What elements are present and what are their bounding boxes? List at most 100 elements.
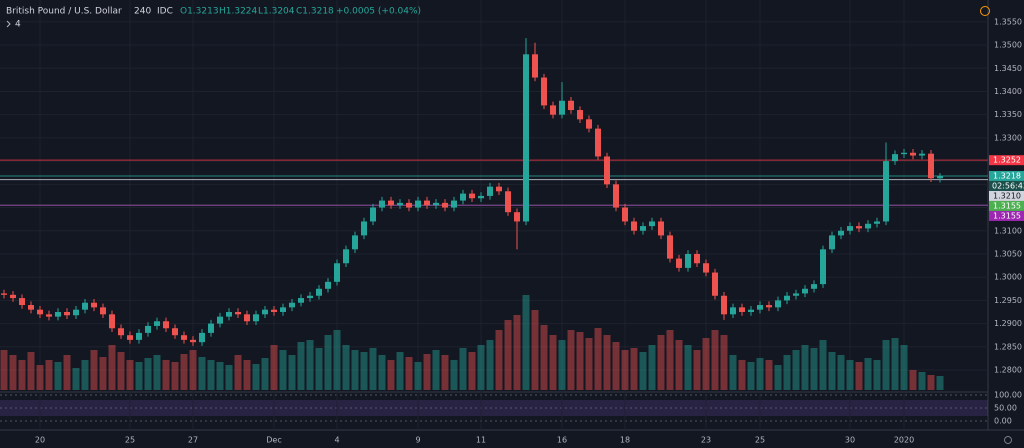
candle-body <box>433 202 439 206</box>
volume-bar <box>729 355 737 390</box>
volume-bar <box>846 360 854 390</box>
volume-bar <box>459 348 467 390</box>
ohlc-high: H1.3224 <box>219 7 258 17</box>
candle-body <box>280 307 286 312</box>
candle-body <box>667 235 673 259</box>
volume-bar <box>810 348 818 390</box>
candle-body <box>676 258 682 268</box>
y-tick-label: 1.3300 <box>994 133 1022 142</box>
volume-bar <box>486 340 494 390</box>
x-tick-label: 16 <box>557 436 567 445</box>
candle-body <box>496 186 502 192</box>
volume-bar <box>315 348 323 390</box>
candle-body <box>352 235 358 250</box>
volume-bar <box>90 350 98 390</box>
ohlc-open: O1.3213 <box>180 7 219 17</box>
symbol[interactable]: British Pound / U.S. Dollar <box>6 7 122 17</box>
candle-body <box>163 321 169 329</box>
y-tick-label: 1.3450 <box>994 64 1022 73</box>
candle-body <box>766 305 772 308</box>
candle-body <box>658 221 664 236</box>
candle-body <box>649 221 655 227</box>
volume-bar <box>351 350 359 390</box>
candle-body <box>568 100 574 111</box>
countdown-tag <box>989 180 1024 191</box>
candle-body <box>64 312 70 316</box>
interval[interactable]: 240 <box>134 7 151 17</box>
candle-body <box>847 226 853 231</box>
volume-bar <box>27 352 35 390</box>
y-tick-label: 1.2900 <box>994 319 1022 328</box>
settings-icon[interactable] <box>1004 436 1012 444</box>
volume-bar <box>765 360 773 390</box>
candle-layer <box>1 38 943 346</box>
volume-bar <box>45 360 53 390</box>
volume-bar <box>837 355 845 390</box>
volume-bar <box>9 355 17 390</box>
candle-body <box>550 105 556 115</box>
candle-body <box>712 272 718 296</box>
volume-bar <box>612 342 620 390</box>
x-tick-label: 18 <box>620 436 630 445</box>
candle-body <box>82 302 88 310</box>
volume-bar <box>468 352 476 390</box>
y-tick-label: 1.3100 <box>994 226 1022 235</box>
candle-body <box>316 288 322 296</box>
volume-bar <box>369 348 377 390</box>
ohlc-low: L1.3204 <box>258 7 295 17</box>
volume-bar <box>918 372 926 390</box>
volume-bar <box>774 365 782 390</box>
candle-body <box>739 307 745 312</box>
volume-bar <box>81 360 89 390</box>
candle-body <box>640 226 646 231</box>
candle-body <box>730 307 736 315</box>
price-tag-label: 1.3252 <box>993 156 1021 165</box>
price-tag-label: 1.3155 <box>993 201 1021 210</box>
candle-body <box>892 154 898 162</box>
candle-body <box>118 328 124 336</box>
candle-body <box>424 200 430 206</box>
y-tick-label: 1.3550 <box>994 17 1022 26</box>
countdown: 02:56:43 <box>992 181 1024 190</box>
volume-bar <box>603 335 611 390</box>
candle-body <box>199 332 205 343</box>
candle-body <box>595 128 601 157</box>
candle-body <box>262 309 268 315</box>
candle-body <box>811 284 817 289</box>
candle-body <box>343 249 349 264</box>
volume-bar <box>423 354 431 390</box>
volume-bar <box>801 345 809 390</box>
candle-body <box>235 312 241 315</box>
volume-bar <box>504 320 512 390</box>
volume-bar <box>792 350 800 390</box>
candle-body <box>469 193 475 199</box>
candle-body <box>442 202 448 208</box>
oscillator-pane <box>0 393 988 430</box>
candle-body <box>37 309 43 315</box>
price-tag <box>989 155 1024 166</box>
volume-bar <box>252 364 260 390</box>
candle-body <box>181 335 187 340</box>
y-tick-label: 1.3050 <box>994 249 1022 258</box>
candle-body <box>460 193 466 201</box>
indicator-toggle[interactable] <box>6 20 11 28</box>
volume-bar <box>747 362 755 390</box>
volume-bar <box>864 358 872 390</box>
volume-bar <box>927 375 935 390</box>
alert-icon[interactable] <box>980 6 990 16</box>
volume-bar <box>891 338 899 390</box>
volume-bar <box>756 358 764 390</box>
volume-layer <box>0 295 944 390</box>
volume-bar <box>18 360 26 390</box>
volume-bar <box>549 335 557 390</box>
candle-body <box>361 221 367 236</box>
x-tick-label: 25 <box>755 436 765 445</box>
volume-bar <box>441 355 449 390</box>
candle-body <box>514 212 520 222</box>
volume-bar <box>477 345 485 390</box>
candle-body <box>379 200 385 208</box>
volume-bar <box>594 328 602 390</box>
candle-body <box>136 332 142 340</box>
x-tick-label: 20 <box>35 436 45 445</box>
candle-body <box>874 221 880 224</box>
